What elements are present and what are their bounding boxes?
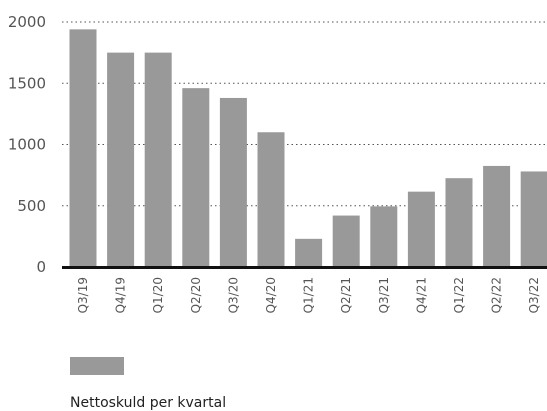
- x-tick-label: Q3/22: [527, 277, 541, 313]
- legend: [70, 357, 124, 375]
- x-tick-label: Q3/21: [377, 277, 391, 313]
- bar: [220, 98, 247, 267]
- y-tick-label: 500: [17, 197, 46, 215]
- bar: [333, 216, 360, 267]
- x-axis-ticks: Q3/19 Q4/19 Q1/20 Q2/20 Q3/20 Q4/20 Q1/21 Q2/21…: [76, 277, 541, 313]
- bar: [408, 192, 435, 267]
- bar: [370, 206, 397, 267]
- y-axis-ticks: 0 500 1000 1500 2000: [8, 13, 46, 276]
- y-tick-label: 1500: [8, 74, 46, 92]
- x-tick-label: Q4/21: [414, 277, 428, 313]
- x-tick-label: Q3/19: [76, 277, 90, 313]
- bar: [258, 132, 285, 267]
- bar: [107, 53, 134, 267]
- bar: [483, 166, 510, 267]
- legend-label: Nettoskuld per kvartal: [70, 395, 226, 411]
- bars: [70, 29, 547, 267]
- x-tick-label: Q2/22: [490, 277, 504, 313]
- bar: [295, 239, 322, 267]
- x-tick-label: Q1/21: [302, 277, 316, 313]
- x-tick-label: Q2/20: [189, 277, 203, 313]
- gridlines: [62, 22, 547, 206]
- legend-swatch: [70, 357, 124, 375]
- x-tick-label: Q1/20: [151, 277, 165, 313]
- y-tick-label: 1000: [8, 136, 46, 154]
- y-tick-label: 2000: [8, 13, 46, 31]
- bar: [182, 88, 209, 267]
- x-tick-label: Q4/19: [114, 277, 128, 313]
- x-tick-label: Q1/22: [452, 277, 466, 313]
- x-tick-label: Q3/20: [226, 277, 240, 313]
- bar: [145, 53, 172, 267]
- y-tick-label: 0: [36, 258, 46, 276]
- bar: [446, 178, 473, 267]
- x-tick-label: Q4/20: [264, 277, 278, 313]
- bar: [521, 171, 547, 267]
- x-tick-label: Q2/21: [339, 277, 353, 313]
- bar: [70, 29, 97, 267]
